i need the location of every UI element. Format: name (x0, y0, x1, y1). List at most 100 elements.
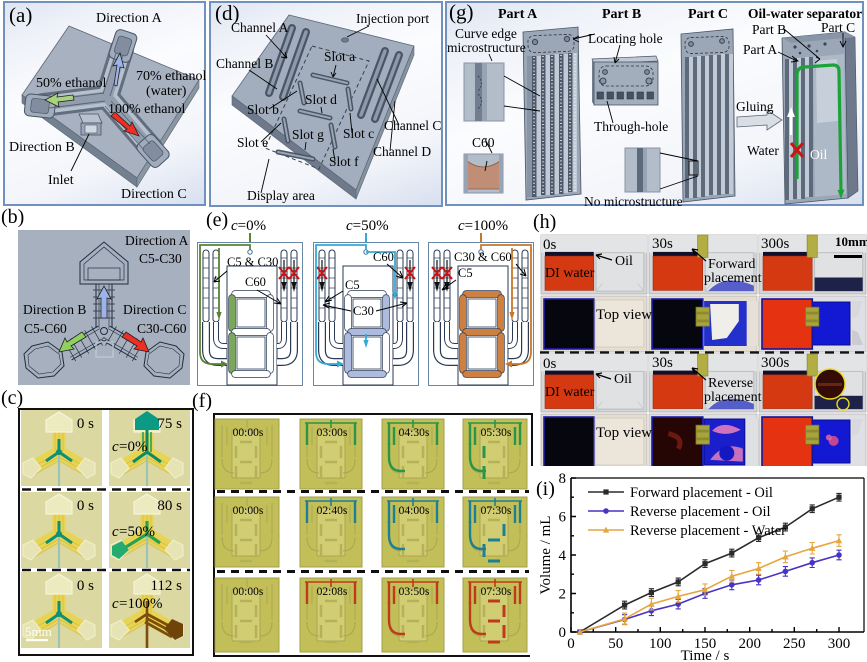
svg-text:microstructure: microstructure (447, 40, 526, 55)
svg-text:Slot c: Slot c (343, 126, 374, 141)
svg-text:Volume / mL: Volume / mL (538, 516, 554, 595)
svg-text:50: 50 (608, 636, 623, 652)
svg-text:Slot d: Slot d (305, 92, 337, 107)
svg-text:Direction A: Direction A (96, 11, 163, 26)
svg-text:00:00s: 00:00s (233, 505, 264, 517)
svg-text:100: 100 (649, 636, 672, 652)
svg-text:03:50s: 03:50s (399, 586, 430, 598)
svg-text:Through-hole: Through-hole (594, 119, 668, 134)
svg-text:Direction B: Direction B (23, 302, 86, 317)
svg-text:2: 2 (559, 587, 567, 603)
svg-text:Oil: Oil (614, 372, 632, 387)
svg-text:C5-C30: C5-C30 (139, 251, 182, 266)
svg-text:Time / s: Time / s (681, 648, 730, 662)
svg-text:Oil: Oil (615, 254, 633, 269)
svg-text:05:30s: 05:30s (481, 427, 512, 439)
svg-text:Forward: Forward (708, 257, 755, 272)
svg-text:00:00s: 00:00s (233, 586, 264, 598)
svg-text:150: 150 (694, 636, 717, 652)
svg-text:C30 & C60: C30 & C60 (454, 250, 512, 264)
svg-text:c: c (112, 596, 119, 612)
svg-text:Part C: Part C (821, 20, 855, 35)
svg-text:02:08s: 02:08s (317, 586, 348, 598)
svg-text:(g): (g) (449, 1, 474, 24)
svg-text:Channel D: Channel D (373, 144, 431, 159)
svg-text:placement: placement (704, 271, 762, 286)
svg-text:Direction C: Direction C (121, 187, 187, 202)
svg-text:100% ethanol: 100% ethanol (108, 102, 185, 117)
svg-text:0 s: 0 s (77, 498, 94, 514)
svg-text:300s: 300s (761, 355, 790, 371)
svg-text:Reverse placement - Oil: Reverse placement - Oil (630, 504, 771, 520)
svg-text:Curve edge: Curve edge (455, 26, 517, 41)
svg-text:Channel B: Channel B (216, 56, 273, 71)
svg-text:Inlet: Inlet (48, 173, 74, 188)
svg-text:Part C: Part C (688, 7, 728, 22)
svg-text:Gluing: Gluing (736, 99, 774, 114)
svg-text:Water: Water (747, 143, 779, 158)
svg-text:C5: C5 (458, 266, 473, 280)
svg-text:C30: C30 (353, 304, 374, 318)
svg-text:02:40s: 02:40s (317, 505, 348, 517)
svg-text:80 s: 80 s (157, 498, 182, 514)
svg-text:No microstructure: No microstructure (584, 194, 683, 206)
svg-text:(water): (water) (146, 84, 187, 99)
svg-text:0 s: 0 s (77, 578, 94, 594)
svg-text:Oil: Oil (810, 147, 828, 162)
svg-text:Injection port: Injection port (356, 11, 429, 26)
svg-text:8: 8 (559, 471, 567, 487)
svg-text:C5 & C30: C5 & C30 (227, 255, 278, 269)
svg-text:200: 200 (738, 636, 761, 652)
svg-text:4: 4 (559, 548, 567, 564)
svg-text:Display area: Display area (247, 188, 315, 203)
svg-text:DI water: DI water (545, 385, 595, 400)
svg-text:Oil-water separator: Oil-water separator (748, 6, 862, 21)
svg-text:Part B: Part B (602, 7, 641, 22)
svg-text:DI water: DI water (545, 266, 595, 281)
svg-text:C5: C5 (345, 278, 360, 292)
svg-text:00:00s: 00:00s (233, 427, 264, 439)
svg-text:Part A: Part A (743, 42, 777, 57)
svg-text:C60: C60 (472, 135, 495, 150)
svg-text:30s: 30s (652, 355, 673, 371)
svg-text:250: 250 (783, 636, 806, 652)
svg-text:Channel A: Channel A (231, 20, 289, 35)
svg-text:C60: C60 (245, 275, 266, 289)
svg-text:0 s: 0 s (77, 416, 94, 432)
svg-text:Locating hole: Locating hole (588, 31, 663, 46)
svg-text:30s: 30s (652, 236, 673, 252)
svg-text:Part B: Part B (752, 22, 786, 37)
svg-text:300: 300 (828, 636, 851, 652)
svg-text:C5-C60: C5-C60 (24, 321, 67, 336)
svg-text:112 s: 112 s (150, 578, 182, 594)
svg-text:0s: 0s (543, 237, 557, 253)
svg-text:07:30s: 07:30s (481, 586, 512, 598)
svg-text:Slot a: Slot a (324, 49, 355, 64)
svg-text:03:00s: 03:00s (317, 427, 348, 439)
svg-text:04:00s: 04:00s (399, 505, 430, 517)
svg-text:10mm: 10mm (835, 234, 867, 249)
svg-text:6: 6 (559, 510, 567, 526)
svg-text:(d): (d) (215, 1, 240, 25)
svg-text:Direction B: Direction B (9, 140, 75, 155)
svg-text:0s: 0s (543, 356, 557, 372)
svg-text:C30-C60: C30-C60 (137, 321, 187, 336)
svg-text:Slot b: Slot b (247, 102, 279, 117)
svg-text:Direction C: Direction C (123, 302, 186, 317)
svg-text:(a): (a) (9, 3, 32, 27)
svg-text:Slot e: Slot e (237, 135, 268, 150)
svg-text:Top view: Top view (596, 307, 652, 323)
svg-text:c: c (112, 524, 119, 540)
svg-text:0: 0 (559, 625, 567, 641)
svg-text:=50%: =50% (119, 524, 155, 540)
svg-text:Reverse placement - Water: Reverse placement - Water (630, 523, 786, 539)
svg-text:Direction A: Direction A (125, 233, 189, 248)
svg-text:300s: 300s (761, 236, 790, 252)
svg-text:75 s: 75 s (157, 416, 182, 432)
svg-text:07:30s: 07:30s (481, 505, 512, 517)
svg-text:=0%: =0% (119, 439, 147, 455)
svg-text:70% ethanol: 70% ethanol (136, 69, 206, 84)
svg-text:Slot g: Slot g (292, 127, 324, 142)
svg-text:c: c (112, 439, 119, 455)
svg-text:Part A: Part A (498, 7, 538, 22)
